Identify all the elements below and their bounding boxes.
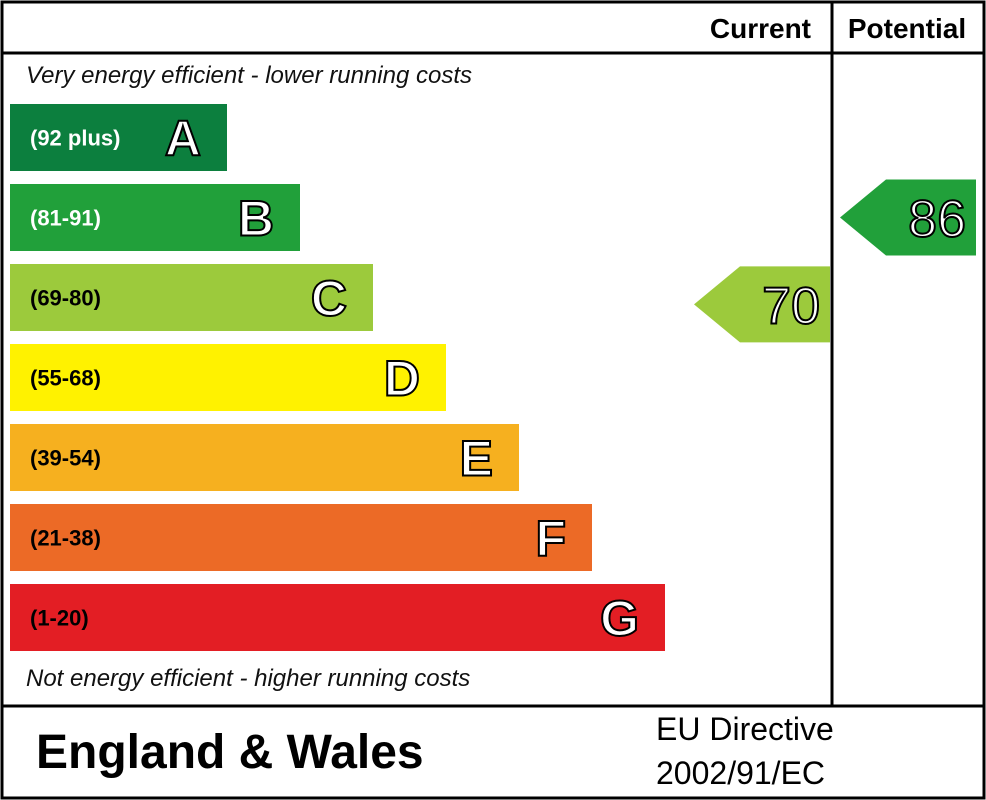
band-a-range: (92 plus) (30, 126, 120, 151)
band-c-letter: C (311, 271, 347, 327)
directive-line-1: EU Directive (656, 711, 834, 747)
band-f-range: (21-38) (30, 526, 101, 551)
rating-arrows: 70 86 (694, 179, 976, 343)
band-f-bar (10, 504, 592, 571)
band-c-bar (10, 264, 373, 331)
band-e-range: (39-54) (30, 446, 101, 471)
band-c-range: (69-80) (30, 286, 101, 311)
band-b-bar (10, 184, 300, 251)
potential-rating-arrow (840, 179, 976, 256)
region-label: England & Wales (36, 726, 424, 779)
current-rating-arrow (694, 266, 830, 343)
band-e-bar (10, 424, 519, 491)
band-b-range: (81-91) (30, 206, 101, 231)
top-caption: Very energy efficient - lower running co… (26, 62, 472, 89)
potential-rating-value: 86 (908, 191, 966, 249)
band-a-letter: A (165, 111, 201, 167)
bottom-caption: Not energy efficient - higher running co… (26, 665, 470, 692)
band-d-bar (10, 344, 446, 411)
band-g-range: (1-20) (30, 606, 89, 631)
rating-bands: (92 plus) A (81-91) B (69-80) C (55-68) D (39-54… (10, 104, 665, 651)
band-g-letter: G (600, 591, 639, 647)
band-d-range: (55-68) (30, 366, 101, 391)
band-f-letter: F (535, 511, 566, 567)
current-column-header: Current (710, 13, 811, 44)
band-d-letter: D (384, 351, 420, 407)
current-rating-value: 70 (762, 277, 820, 335)
band-b-letter: B (238, 191, 274, 247)
band-e-letter: E (460, 431, 493, 487)
directive-line-2: 2002/91/EC (656, 755, 825, 791)
potential-column-header: Potential (848, 13, 966, 44)
band-g-bar (10, 584, 665, 651)
band-a-bar (10, 104, 227, 171)
